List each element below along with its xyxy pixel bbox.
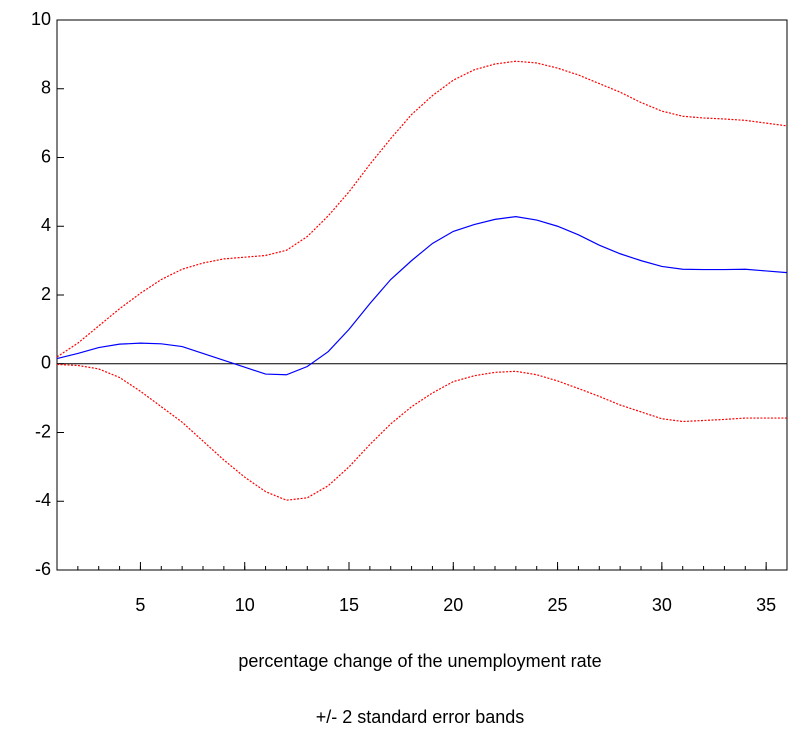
y-tick-label: -2 xyxy=(35,421,51,441)
subtitle: +/- 2 standard error bands xyxy=(316,707,525,727)
y-tick-label: 8 xyxy=(41,78,51,98)
x-tick-label: 35 xyxy=(756,595,776,615)
x-tick-label: 5 xyxy=(135,595,145,615)
series-line xyxy=(56,363,787,501)
x-tick-label: 15 xyxy=(339,595,359,615)
series-line xyxy=(56,60,788,358)
y-tick-label: 10 xyxy=(31,9,51,29)
y-tick-label: -6 xyxy=(35,559,51,579)
x-tick-label: 20 xyxy=(443,595,463,615)
y-tick-label: 0 xyxy=(41,353,51,373)
x-tick-label: 30 xyxy=(652,595,672,615)
series-line xyxy=(56,216,788,376)
x-axis-label: percentage change of the unemployment ra… xyxy=(238,651,601,671)
y-tick-label: 2 xyxy=(41,284,51,304)
y-tick-label: 4 xyxy=(41,215,51,235)
plot-frame xyxy=(56,19,788,571)
x-tick-label: 10 xyxy=(235,595,255,615)
x-tick-label: 25 xyxy=(548,595,568,615)
y-tick-label: 6 xyxy=(41,146,51,166)
y-tick-label: -4 xyxy=(35,490,51,510)
